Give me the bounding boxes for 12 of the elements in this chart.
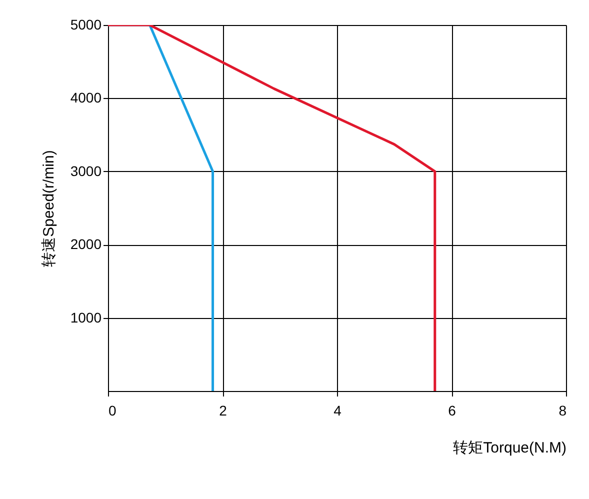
y-tick-label: 2000: [70, 236, 102, 252]
y-tick-label: 4000: [70, 90, 102, 106]
y-tick-label: 3000: [70, 162, 102, 179]
x-tick-label: 6: [448, 402, 456, 418]
x-tick-label: 4: [334, 402, 342, 418]
x-tick-label: 8: [558, 402, 567, 418]
x-axis-title: 转矩Torque(N.M): [453, 440, 566, 456]
y-axis-title: 转速Speed(r/min): [40, 150, 58, 267]
x-tick-label: 2: [219, 402, 228, 418]
y-tick-label: 1000: [70, 309, 102, 326]
y-tick-label: 5000: [70, 16, 102, 32]
x-tick-label: 0: [108, 402, 116, 418]
